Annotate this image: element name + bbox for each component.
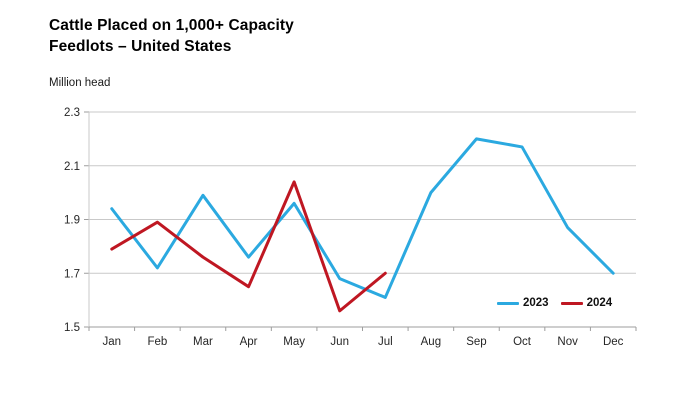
y-tick-label-2.3: 2.3: [64, 107, 80, 119]
x-tick-label-Oct: Oct: [513, 336, 532, 348]
chart-title-line1: Cattle Placed on 1,000+ Capacity: [49, 17, 294, 34]
legend-swatch-2024: [560, 301, 583, 305]
series-line-2024: [110, 180, 387, 313]
series-line-2023: [110, 137, 615, 299]
x-tick-label-Dec: Dec: [603, 336, 624, 348]
y-tick-label-1.7: 1.7: [64, 268, 80, 280]
chart-legend: 2023 2024: [497, 297, 612, 309]
chart-title: Cattle Placed on 1,000+ Capacity Feedlot…: [49, 16, 294, 57]
y-tick-label-2.1: 2.1: [64, 161, 80, 173]
chart-title-line2: Feedlots – United States: [49, 37, 232, 55]
x-tick-label-Jun: Jun: [330, 336, 349, 348]
x-tick-label-Mar: Mar: [193, 336, 213, 348]
x-tick-label-Apr: Apr: [240, 336, 258, 348]
legend-item-2024: 2024: [560, 297, 613, 309]
y-tick-label-1.5: 1.5: [64, 322, 80, 334]
x-tick-label-Jan: Jan: [103, 336, 122, 348]
x-tick-label-Nov: Nov: [557, 336, 578, 348]
legend-label-2024: 2024: [586, 297, 613, 309]
legend-item-2023: 2023: [497, 297, 549, 309]
legend-swatch-2023: [497, 301, 519, 305]
y-axis-units-label: Million head: [49, 77, 111, 89]
x-tick-label-Aug: Aug: [421, 336, 441, 348]
legend-label-2023: 2023: [523, 297, 549, 309]
x-tick-label-Feb: Feb: [147, 336, 167, 348]
x-tick-label-May: May: [283, 336, 305, 348]
y-tick-label-1.9: 1.9: [64, 215, 80, 227]
x-tick-label-Jul: Jul: [378, 336, 393, 348]
x-tick-label-Sep: Sep: [466, 336, 486, 348]
